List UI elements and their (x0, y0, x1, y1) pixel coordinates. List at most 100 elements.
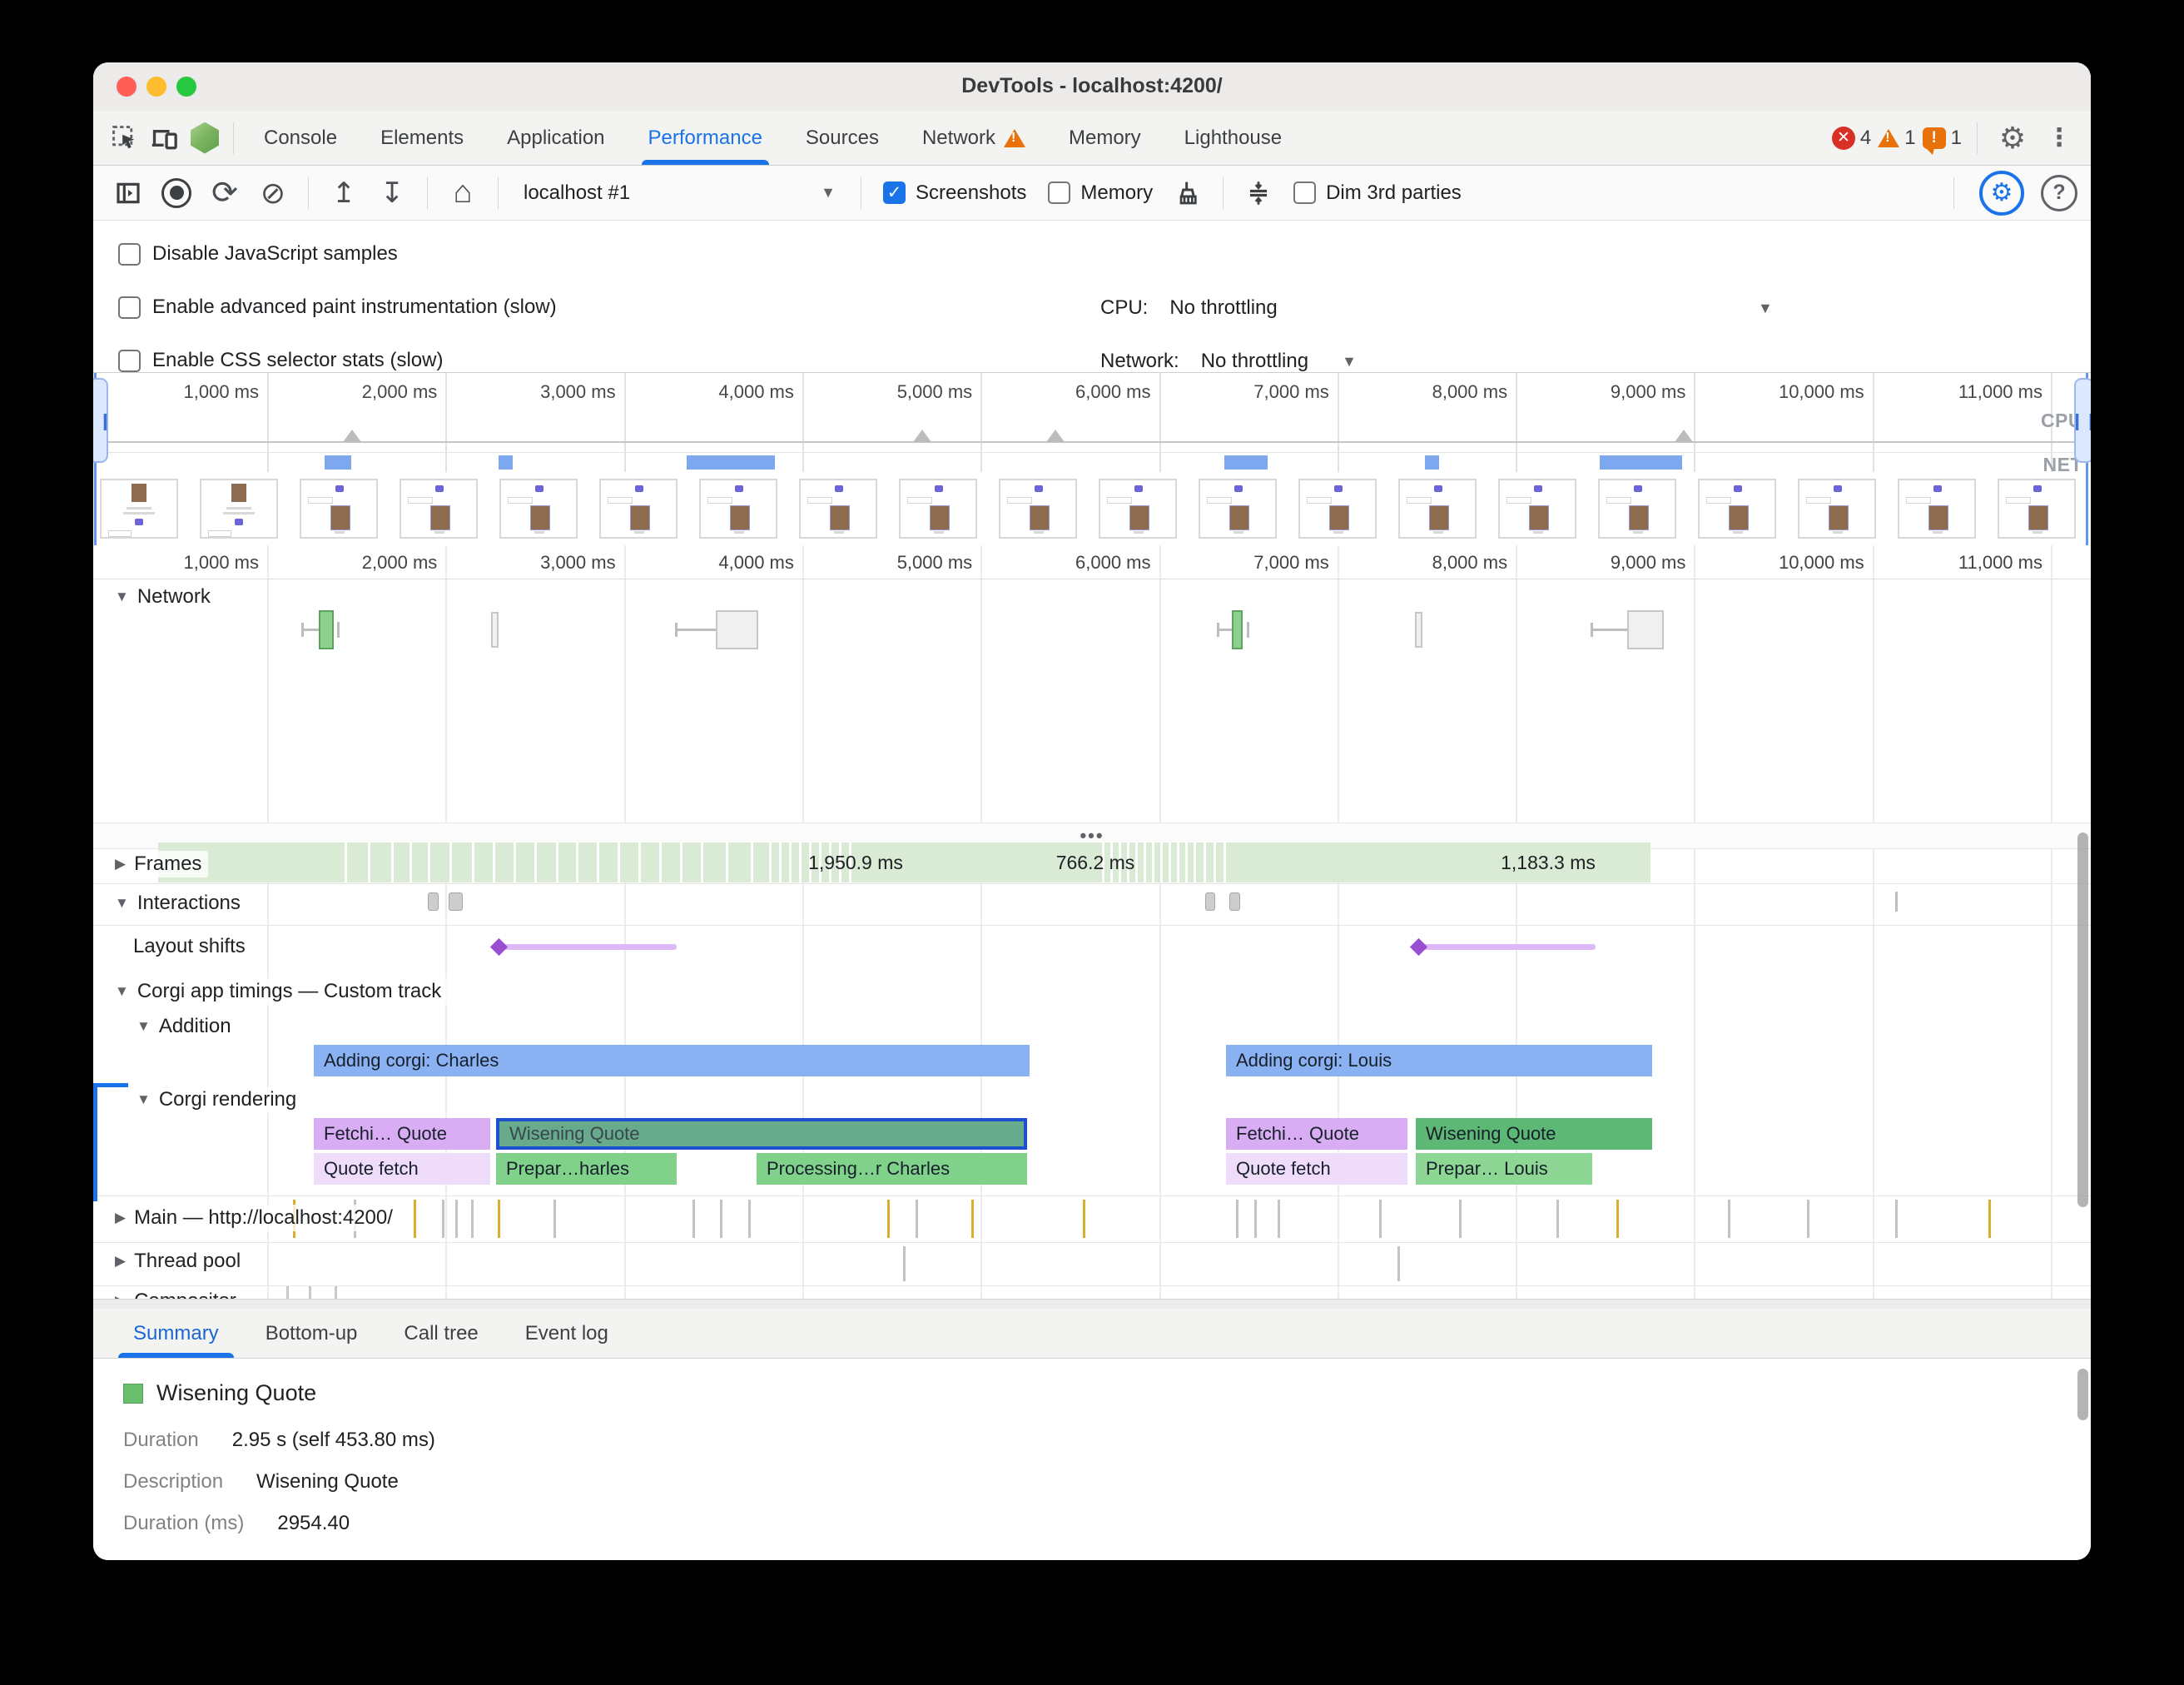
summary-scrollbar[interactable] (2077, 1369, 2088, 1420)
record-button[interactable] (155, 171, 198, 215)
tab-performance[interactable]: Performance (627, 111, 784, 165)
dim-3rd-parties-checkbox[interactable]: Dim 3rd parties (1285, 181, 1470, 205)
tab-sources[interactable]: Sources (805, 126, 879, 149)
checkbox-unchecked-icon[interactable] (118, 349, 141, 372)
interactions-track-header[interactable]: ▼ Interactions (108, 890, 247, 917)
network-request-bar[interactable] (491, 612, 499, 648)
garbage-collect-icon[interactable] (1166, 171, 1209, 215)
bottom-tab-event-log[interactable]: Event log (524, 1321, 608, 1345)
flame-scrollbar[interactable] (2077, 833, 2088, 1207)
checkbox-unchecked-icon[interactable] (118, 242, 141, 266)
corgi-rendering-group-header[interactable]: ▼ Corgi rendering (130, 1086, 304, 1113)
bottom-tab-bottom-up[interactable]: Bottom-up (265, 1321, 358, 1345)
setting-checkbox-row[interactable]: Enable advanced paint instrumentation (s… (118, 296, 557, 319)
screenshot-thumbnail[interactable] (1998, 479, 2076, 539)
interaction-mark[interactable] (428, 892, 439, 911)
home-icon[interactable]: ⌂ (453, 175, 473, 210)
custom-track-header[interactable]: ▼ Corgi app timings — Custom track (108, 978, 449, 1005)
screenshot-thumbnail[interactable] (1798, 479, 1876, 539)
tab-network[interactable]: Network (901, 111, 1047, 165)
custom-track-event[interactable]: Adding corgi: Louis (1226, 1045, 1652, 1076)
triangle-right-icon[interactable]: ▶ (115, 1210, 127, 1225)
bottom-splitter[interactable] (93, 1299, 2091, 1310)
custom-track-event[interactable]: Quote fetch (314, 1153, 490, 1185)
zoom-handle-right[interactable]: ❙❙ (2070, 378, 2091, 463)
bottom-tab-summary[interactable]: Summary (110, 1309, 242, 1358)
frames-track-header[interactable]: ▶ Frames (108, 851, 209, 877)
screenshot-thumbnail[interactable] (899, 479, 977, 539)
chevron-down-icon[interactable]: ▼ (1758, 299, 1773, 316)
custom-track-event[interactable]: Prepar…harles (496, 1153, 677, 1185)
custom-track-event-selected[interactable]: Wisening Quote (496, 1118, 1027, 1150)
clear-button[interactable]: ⊘ (260, 175, 286, 210)
network-throttle-select[interactable]: No throttling (1200, 350, 1309, 372)
network-request-bar[interactable] (319, 610, 334, 649)
network-request-bar[interactable] (1627, 610, 1664, 649)
zoom-handle-left[interactable]: ❙❙ (93, 378, 112, 463)
custom-track-event[interactable]: Prepar… Louis (1416, 1153, 1592, 1185)
addition-group-header[interactable]: ▼ Addition (130, 1013, 238, 1040)
screenshot-thumbnail[interactable] (100, 479, 178, 539)
screenshot-thumbnail[interactable] (1199, 479, 1277, 539)
network-request-bar[interactable] (716, 610, 758, 649)
screenshot-thumbnail[interactable] (699, 479, 777, 539)
checkbox-unchecked-icon[interactable] (118, 296, 141, 319)
triangle-right-icon[interactable]: ▶ (115, 856, 127, 872)
tab-elements[interactable]: Elements (380, 126, 464, 149)
custom-track-event[interactable]: Wisening Quote (1416, 1118, 1652, 1150)
screenshot-thumbnail[interactable] (1398, 479, 1477, 539)
custom-track-event[interactable]: Processing…r Charles (757, 1153, 1027, 1185)
screenshot-thumbnail[interactable] (1698, 479, 1776, 539)
layout-shift-line[interactable] (499, 944, 677, 950)
tab-lighthouse[interactable]: Lighthouse (1184, 126, 1283, 149)
zoom-button[interactable] (176, 77, 196, 97)
chevron-down-icon[interactable]: ▼ (1342, 352, 1357, 370)
screenshot-thumbnail[interactable] (1099, 479, 1177, 539)
timeline-overview[interactable]: 1,000 ms 2,000 ms 3,000 ms 4,000 ms 5,000 ms… (93, 372, 2091, 474)
custom-track-event[interactable]: Fetchi… Quote (1226, 1118, 1407, 1150)
screenshot-thumbnail[interactable] (499, 479, 578, 539)
layout-shift-diamond[interactable] (1409, 937, 1428, 957)
screenshot-thumbnail[interactable] (799, 479, 877, 539)
kebab-menu-icon[interactable]: ⋮ (2047, 124, 2072, 152)
triangle-right-icon[interactable]: ▶ (115, 1253, 127, 1269)
minimize-button[interactable] (146, 77, 166, 97)
device-toolbar-icon[interactable] (145, 118, 185, 158)
screenshot-thumbnail[interactable] (999, 479, 1077, 539)
triangle-down-icon[interactable]: ▼ (136, 1091, 151, 1107)
cpu-throttle-select[interactable]: No throttling (1169, 296, 1278, 319)
load-profile-icon[interactable]: ↥ (331, 176, 356, 209)
frames-strip[interactable] (158, 842, 1650, 882)
custom-track-event[interactable]: Quote fetch (1226, 1153, 1407, 1185)
network-request-bar[interactable] (1232, 610, 1243, 649)
triangle-down-icon[interactable]: ▼ (136, 1018, 151, 1034)
triangle-down-icon[interactable]: ▼ (115, 983, 129, 999)
interaction-mark[interactable] (1205, 892, 1215, 911)
issues-badge[interactable]: ! 1 (1922, 127, 1962, 155)
extension-hexagon-icon[interactable] (185, 118, 225, 158)
screenshots-checkbox[interactable]: ✓ Screenshots (875, 181, 1035, 205)
layout-shift-line[interactable] (1418, 944, 1596, 950)
screenshot-thumbnail[interactable] (1598, 479, 1676, 539)
screenshot-thumbnail[interactable] (1298, 479, 1377, 539)
screenshot-thumbnail[interactable] (1498, 479, 1576, 539)
triangle-down-icon[interactable]: ▼ (115, 589, 129, 604)
screenshot-thumbnail[interactable] (1898, 479, 1976, 539)
compositor-track-clipped[interactable]: ▶ Compositor (93, 1286, 2091, 1299)
layout-shift-diamond[interactable] (489, 937, 509, 957)
reload-record-button[interactable]: ⟳ (211, 176, 238, 211)
memory-checkbox[interactable]: Memory (1040, 181, 1161, 205)
setting-checkbox-row[interactable]: Enable CSS selector stats (slow) (118, 349, 443, 372)
screenshot-thumbnail[interactable] (300, 479, 378, 539)
screenshot-thumbnail[interactable] (599, 479, 678, 539)
capture-settings-gear-icon[interactable]: ⚙ (1979, 170, 2024, 216)
thread-pool-track-header[interactable]: ▶ Thread pool (108, 1248, 248, 1275)
main-track-header[interactable]: ▶ Main — http://localhost:4200/ (108, 1205, 400, 1231)
flame-chart[interactable]: 1,000 ms 2,000 ms 3,000 ms 4,000 ms 5,000 ms… (93, 545, 2091, 1299)
bottom-tab-call-tree[interactable]: Call tree (404, 1321, 479, 1345)
custom-track-event[interactable]: Adding corgi: Charles (314, 1045, 1030, 1076)
settings-gear-icon[interactable]: ⚙ (1998, 120, 2027, 155)
custom-track-event[interactable]: Fetchi… Quote (314, 1118, 490, 1150)
layout-shifts-track-header[interactable]: Layout shifts (127, 933, 252, 960)
history-select[interactable]: localhost #1 ▼ (524, 181, 836, 204)
